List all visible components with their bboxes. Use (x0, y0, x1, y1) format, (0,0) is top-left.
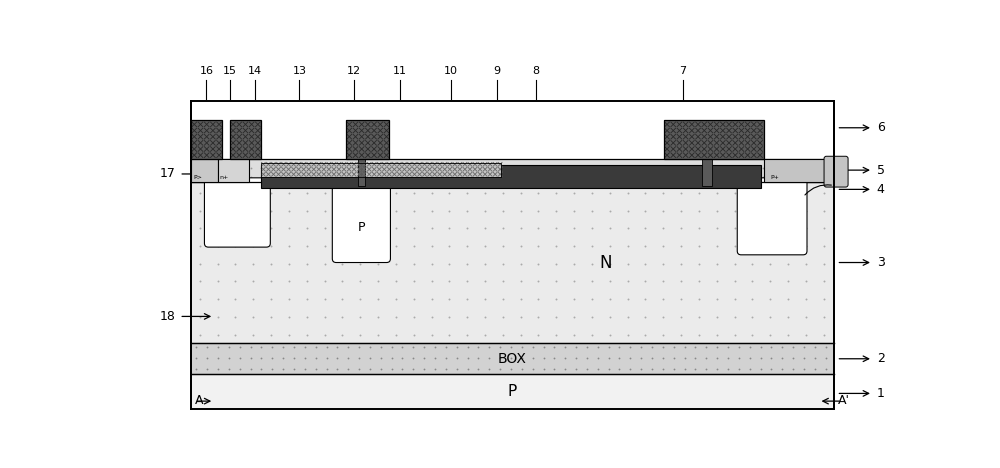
Text: n+: n+ (220, 175, 229, 180)
Text: 14: 14 (248, 66, 262, 76)
Bar (261, 165, 761, 188)
Text: 5: 5 (877, 164, 885, 176)
Bar (664, 120, 764, 159)
Text: 15: 15 (223, 66, 237, 76)
Text: 4: 4 (877, 183, 885, 196)
Text: 3: 3 (877, 256, 885, 269)
FancyBboxPatch shape (737, 178, 807, 255)
Text: A': A' (838, 394, 850, 407)
Text: 9: 9 (493, 66, 501, 76)
Bar (664, 120, 764, 159)
FancyBboxPatch shape (824, 156, 848, 187)
Text: BOX: BOX (498, 352, 527, 366)
Bar (191, 182, 834, 344)
Bar (191, 159, 218, 182)
Text: P+: P+ (771, 175, 779, 180)
Bar (218, 159, 249, 182)
Bar (346, 120, 388, 159)
Bar (261, 163, 501, 177)
FancyBboxPatch shape (204, 178, 270, 247)
Text: 18: 18 (160, 310, 175, 323)
Text: 13: 13 (292, 66, 306, 76)
Text: P: P (508, 384, 517, 399)
Text: 12: 12 (347, 66, 361, 76)
Bar (261, 163, 501, 177)
Text: N: N (599, 254, 612, 271)
Bar (702, 120, 712, 185)
Text: P: P (358, 221, 365, 234)
Bar (358, 120, 365, 185)
Bar (346, 120, 388, 159)
Bar (191, 120, 222, 159)
Bar (191, 101, 834, 409)
Bar (230, 120, 261, 159)
Bar (191, 120, 222, 159)
Text: 10: 10 (444, 66, 458, 76)
Text: 17: 17 (160, 168, 175, 181)
Bar (191, 344, 834, 374)
Bar (230, 120, 261, 159)
Text: 2: 2 (877, 352, 885, 365)
Text: 1: 1 (877, 387, 885, 400)
Text: A: A (195, 394, 203, 407)
Text: 8: 8 (532, 66, 539, 76)
Text: P>: P> (193, 175, 202, 180)
FancyBboxPatch shape (332, 178, 390, 263)
Bar (191, 374, 834, 409)
Bar (191, 159, 834, 182)
Text: 16: 16 (199, 66, 213, 76)
Text: 7: 7 (679, 66, 687, 76)
Text: 11: 11 (393, 66, 407, 76)
Bar (764, 159, 834, 182)
Text: 6: 6 (877, 121, 885, 134)
